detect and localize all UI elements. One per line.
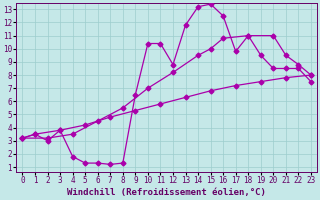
X-axis label: Windchill (Refroidissement éolien,°C): Windchill (Refroidissement éolien,°C) <box>67 188 266 197</box>
